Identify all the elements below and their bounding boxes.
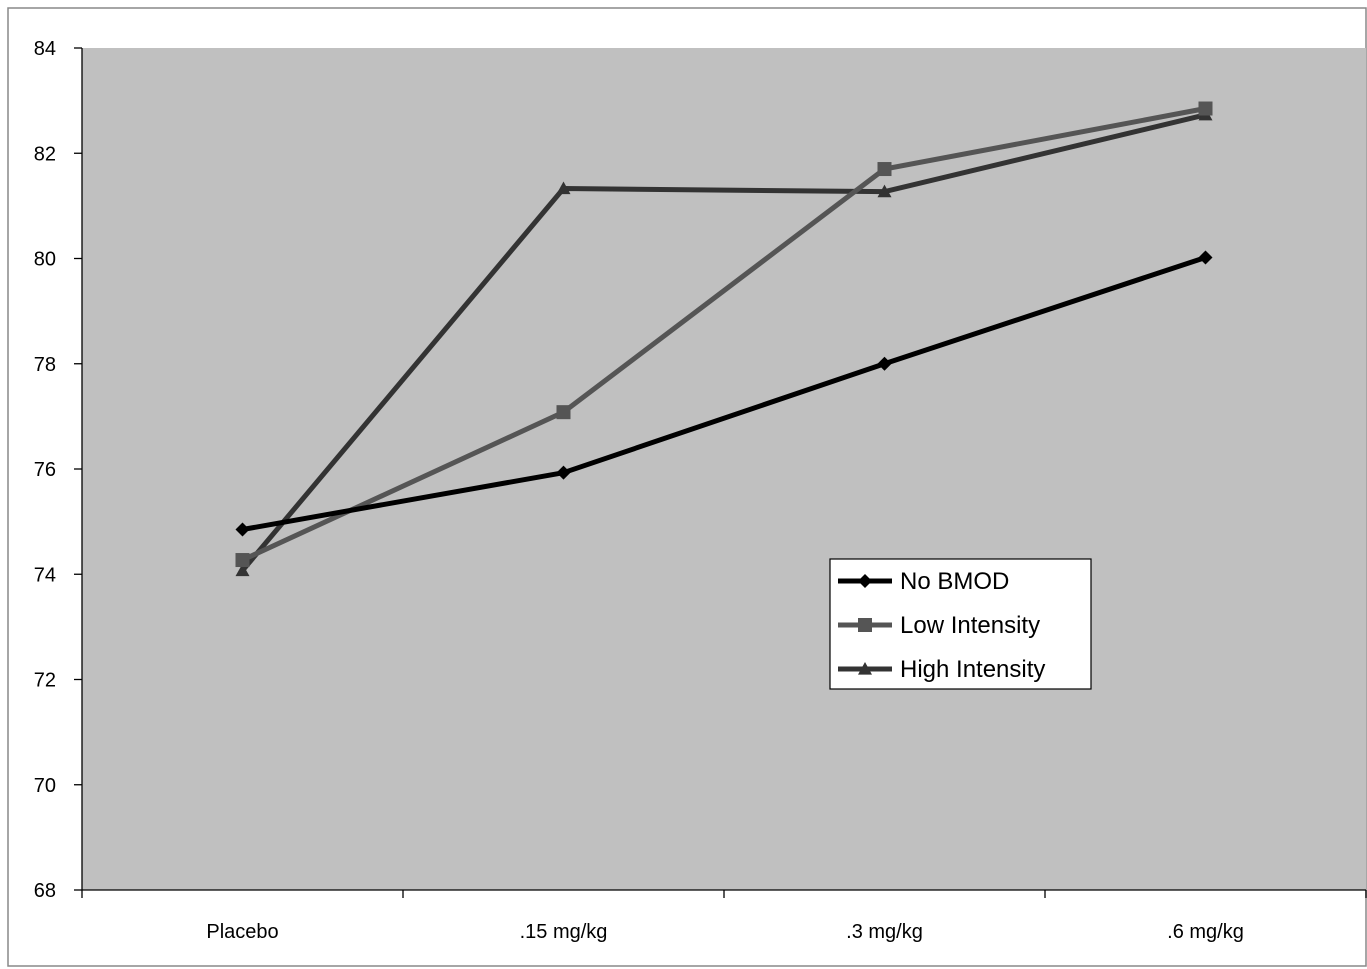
data-point [877, 184, 892, 198]
legend-item: No BMOD [838, 568, 1009, 595]
legend-item: Low Intensity [838, 612, 1040, 639]
y-tick-label: 80 [34, 249, 56, 271]
y-tick-label: 84 [34, 38, 56, 60]
data-point [235, 522, 250, 537]
y-tick-label: 82 [34, 143, 56, 165]
data-point [1198, 250, 1213, 265]
legend-label: No BMOD [900, 568, 1009, 595]
data-point [235, 553, 250, 568]
data-point [556, 181, 571, 195]
series-layer [235, 101, 1213, 577]
data-point [858, 618, 872, 632]
axes: 68 70 72 74 76 78 80 82 84 Placebo .15 mg/kg .3 mg/… [34, 38, 1367, 943]
x-tick-label: .15 mg/kg [520, 921, 608, 943]
y-tick-label: 76 [34, 459, 56, 481]
series-line [242, 255, 1207, 532]
series-line [240, 112, 1207, 573]
series-no-bmod [235, 250, 1213, 537]
legend-item: High Intensity [838, 656, 1045, 683]
y-tick-label: 74 [34, 564, 56, 586]
y-tick-label: 68 [34, 880, 56, 902]
plot-area [82, 48, 1366, 890]
data-point [877, 356, 892, 371]
data-point [858, 662, 872, 675]
y-tick-label: 72 [34, 670, 56, 692]
x-tick-label: Placebo [206, 921, 278, 943]
y-tick-label: 78 [34, 354, 56, 376]
data-point [1198, 101, 1213, 116]
series-high-intensity [235, 107, 1213, 577]
x-tick-label: .3 mg/kg [846, 921, 923, 943]
data-point [877, 162, 892, 177]
data-point [556, 405, 571, 420]
y-tick-label: 70 [34, 775, 56, 797]
data-point [235, 563, 250, 577]
x-tick-label: .6 mg/kg [1167, 921, 1244, 943]
series-low-intensity [235, 101, 1213, 568]
data-point [858, 574, 872, 588]
legend-label: High Intensity [900, 656, 1045, 683]
legend-label: Low Intensity [900, 612, 1040, 639]
data-point [556, 465, 571, 480]
legend: No BMOD Low Intensity High Intensity [829, 558, 1092, 690]
series-line [241, 106, 1206, 563]
